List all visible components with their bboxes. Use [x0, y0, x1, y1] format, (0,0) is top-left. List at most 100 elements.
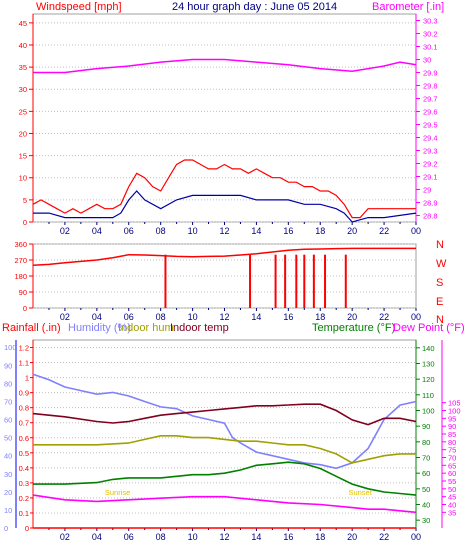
panel3-x-tick-label: 02 [60, 532, 70, 542]
dewpoint-tick-label: 65 [448, 461, 456, 470]
direction-tick-label: 90 [19, 288, 27, 297]
rain-tick-label: 0.4 [19, 464, 29, 473]
temp-tick-label: 50 [422, 485, 430, 494]
rain-tick-label: 1.1 [19, 359, 29, 368]
panel3-x-tick-label: 18 [315, 532, 325, 542]
temp-tick-label: 90 [422, 422, 430, 431]
rain-tick-label: 0.6 [19, 434, 29, 443]
wind-tick-label: 40 [19, 41, 27, 50]
chart-title: 24 hour graph day : June 05 2014 [172, 1, 337, 13]
direction-tick-label: 270 [14, 256, 27, 265]
rain-tick-label: 0.2 [19, 494, 29, 503]
humidity-tick-label: 10 [4, 506, 12, 515]
sunrise-annotation: Sunrise [105, 488, 130, 497]
baro-tick-label: 29.3 [423, 147, 438, 156]
panel3-x-tick-label: 16 [283, 532, 293, 542]
panel2-x-tick-label: 14 [251, 312, 261, 322]
wind-tick-label: 5 [23, 196, 27, 205]
panel3-x-tick-label: 14 [251, 532, 261, 542]
dewpoint-tick-label: 95 [448, 414, 456, 423]
panel1-x-tick-label: 00 [411, 226, 421, 236]
direction-tick-label: 180 [14, 272, 27, 281]
temp-tick-label: 120 [422, 375, 435, 384]
baro-tick-label: 30 [423, 56, 431, 65]
temp-tick-label: 110 [422, 391, 434, 400]
temp-tick-label: 70 [422, 454, 430, 463]
temp-tick-label: 130 [422, 360, 435, 369]
direction-label-w: W [436, 258, 447, 270]
direction-tick-label: 0 [23, 304, 27, 313]
series-temperature-f [33, 461, 417, 496]
dewpoint-tick-label: 55 [448, 477, 456, 486]
series-humidity [32, 373, 417, 470]
panel1-x-tick-label: 02 [60, 226, 70, 236]
dewpoint-tick-label: 90 [448, 422, 456, 431]
rain-tick-label: 1.2 [19, 344, 29, 353]
humidity-tick-label: 60 [4, 416, 12, 425]
wind-tick-label: 30 [19, 85, 27, 94]
dewpoint-tick-label: 35 [448, 508, 456, 517]
direction-label-e: E [436, 296, 443, 308]
humidity-tick-label: 80 [4, 379, 12, 388]
panel3-x-tick-label: 08 [156, 532, 166, 542]
temp-tick-label: 100 [422, 407, 435, 416]
panel2-x-tick-label: 00 [411, 312, 421, 322]
panel3-x-tick-label: 12 [219, 532, 229, 542]
series-dew-point-f [32, 494, 417, 514]
panel1-x-tick-label: 20 [347, 226, 357, 236]
direction-tick-label: 360 [14, 240, 27, 249]
series-wind-direction [32, 247, 416, 267]
panel1-x-tick-label: 22 [379, 226, 389, 236]
rain-tick-label: 0.7 [19, 419, 29, 428]
rain-tick-label: 1 [25, 374, 29, 383]
temp-tick-label: 60 [422, 469, 430, 478]
panel1-x-tick-label: 08 [156, 226, 166, 236]
rain-tick-label: 0 [25, 524, 29, 533]
dewpoint-tick-label: 100 [448, 407, 461, 416]
panel1-x-tick-label: 18 [315, 226, 325, 236]
baro-tick-label: 30.1 [423, 43, 438, 52]
humidity-tick-label: 0 [4, 524, 8, 533]
rain-tick-label: 0.5 [19, 449, 29, 458]
panel2-x-tick-label: 22 [379, 312, 389, 322]
wind-tick-label: 20 [19, 129, 27, 138]
wind-tick-label: 45 [19, 19, 27, 28]
temp-tick-label: 30 [422, 516, 430, 525]
wind-tick-label: 0 [23, 218, 27, 227]
series-barometer [33, 58, 417, 74]
rainfall-label: Rainfall (.in) [2, 322, 61, 334]
series-indoor-hum [33, 434, 416, 464]
direction-label-n-bottom: N [436, 314, 444, 326]
panel2-x-tick-label: 12 [219, 312, 229, 322]
dewpoint-tick-label: 60 [448, 469, 456, 478]
series-windspeed [33, 190, 417, 223]
baro-tick-label: 28.9 [423, 199, 438, 208]
panel3-frame [32, 339, 417, 529]
dewpoint-tick-label: 105 [448, 399, 461, 408]
baro-tick-label: 30.2 [423, 30, 438, 39]
wind-tick-label: 35 [19, 63, 27, 72]
humidity-tick-label: 40 [4, 452, 12, 461]
series-indoor-temp [32, 403, 417, 426]
panel2-x-tick-label: 10 [188, 312, 198, 322]
panel1-x-tick-label: 10 [188, 226, 198, 236]
dewpoint-tick-label: 75 [448, 446, 456, 455]
baro-tick-label: 29.5 [423, 121, 438, 130]
direction-label-s: S [436, 277, 443, 289]
baro-tick-label: 29.4 [423, 134, 438, 143]
rain-tick-label: 0.1 [19, 509, 29, 518]
panel1-x-tick-label: 14 [251, 226, 261, 236]
wind-tick-label: 10 [19, 174, 27, 183]
dewpoint-tick-label: 45 [448, 493, 456, 502]
dewpoint-tick-label: 40 [448, 501, 456, 510]
panel2-x-tick-label: 20 [347, 312, 357, 322]
humidity-tick-label: 50 [4, 434, 12, 443]
indoor-temp-label: Indoor temp [170, 322, 229, 334]
baro-tick-label: 29 [423, 186, 431, 195]
chart-layer: 05101520253035404528.828.92929.129.229.3… [4, 13, 461, 542]
humidity-label: Humidity (%) [68, 322, 131, 334]
panel3-x-tick-label: 04 [92, 532, 102, 542]
baro-tick-label: 29.7 [423, 95, 438, 104]
temp-tick-label: 80 [422, 438, 430, 447]
panel3-x-tick-label: 06 [124, 532, 134, 542]
